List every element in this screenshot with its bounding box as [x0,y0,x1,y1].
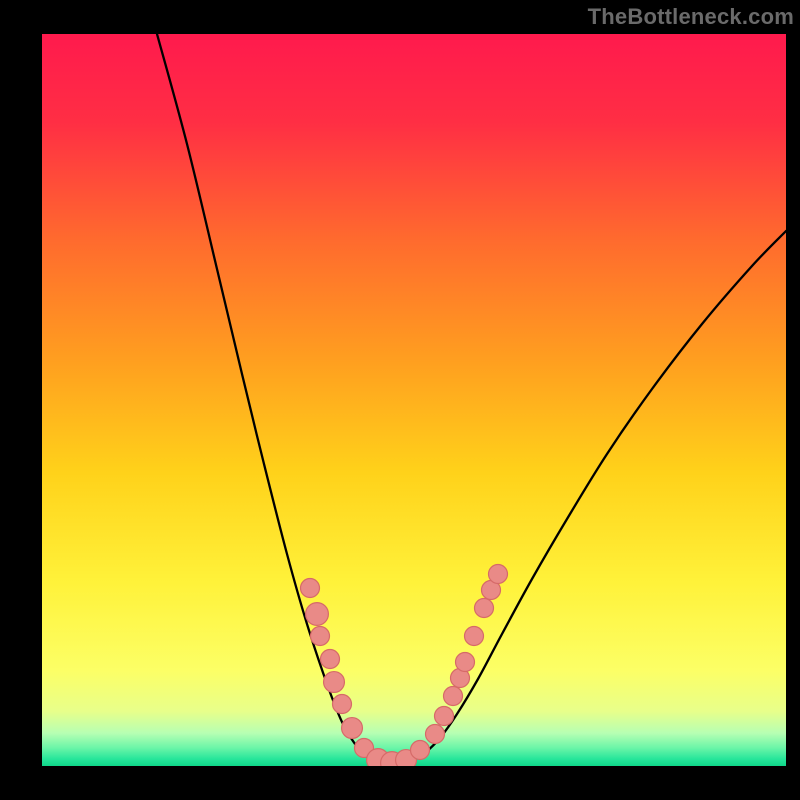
data-marker [435,707,454,726]
data-marker [411,741,430,760]
data-marker [321,650,340,669]
data-marker [311,627,330,646]
data-marker [306,603,329,626]
data-marker [444,687,463,706]
figure-frame: TheBottleneck.com [0,0,800,800]
data-marker [456,653,475,672]
data-marker [465,627,484,646]
data-marker [342,718,363,739]
plot-area [42,34,786,766]
chart-svg [42,34,786,766]
data-marker [333,695,352,714]
data-marker [426,725,445,744]
data-marker [301,579,320,598]
data-marker [475,599,494,618]
data-marker [324,672,345,693]
data-marker [489,565,508,584]
watermark-text: TheBottleneck.com [588,4,794,30]
